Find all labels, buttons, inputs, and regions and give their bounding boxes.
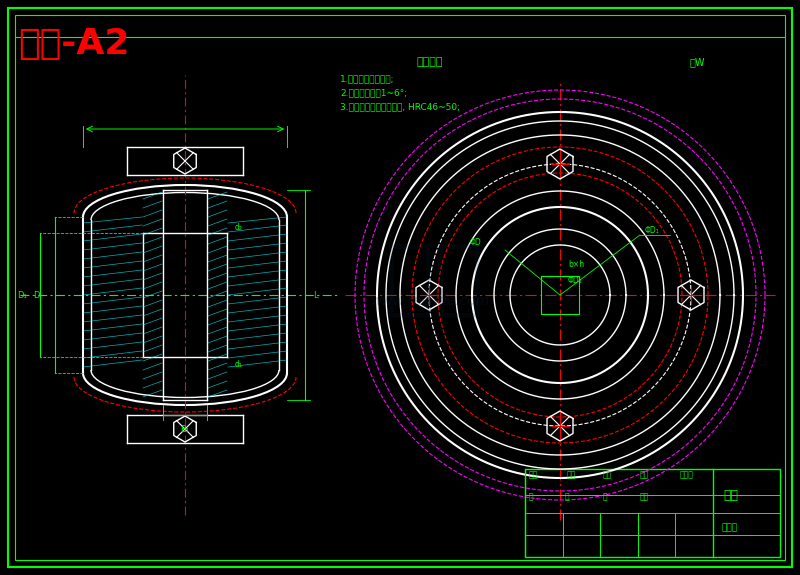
Text: D₁: D₁ <box>17 290 27 300</box>
Text: d₁: d₁ <box>235 360 243 369</box>
Text: 轴W: 轴W <box>690 57 706 67</box>
Text: b×h: b×h <box>568 260 584 269</box>
Text: B₁: B₁ <box>180 425 190 434</box>
Text: 技术要求: 技术要求 <box>417 57 443 67</box>
Text: 1.未标明倒角均倒角;: 1.未标明倒角均倒角; <box>340 74 394 83</box>
Text: 3.调质表面硬化后入水冷, HRC46~50;: 3.调质表面硬化后入水冷, HRC46~50; <box>340 102 460 111</box>
Text: 制: 制 <box>529 492 534 501</box>
Text: 文库: 文库 <box>385 240 485 320</box>
Text: 文件号: 文件号 <box>680 470 694 479</box>
Text: 2.未注明圆角为1~6°;: 2.未注明圆角为1~6°; <box>340 88 407 97</box>
Text: 涡轮-A2: 涡轮-A2 <box>18 27 130 61</box>
Text: 蜗轮: 蜗轮 <box>723 489 738 502</box>
Text: ΦD: ΦD <box>470 238 482 247</box>
Text: D: D <box>34 290 40 300</box>
Text: d₂: d₂ <box>235 223 243 232</box>
Text: 蜗轮轴: 蜗轮轴 <box>721 523 737 532</box>
Text: 审核: 审核 <box>640 492 650 501</box>
Text: 标准: 标准 <box>603 470 612 479</box>
Text: 比例: 比例 <box>640 470 650 479</box>
Text: ΦD₁: ΦD₁ <box>645 226 660 235</box>
Bar <box>525 469 780 557</box>
Text: www.recade.com: www.recade.com <box>370 294 490 308</box>
Text: L: L <box>313 290 318 300</box>
Text: 材料: 材料 <box>529 470 538 479</box>
Text: 图: 图 <box>565 492 570 501</box>
Text: 数量: 数量 <box>567 470 576 479</box>
Text: 校: 校 <box>603 492 608 501</box>
Text: ΦD₂: ΦD₂ <box>568 276 583 285</box>
